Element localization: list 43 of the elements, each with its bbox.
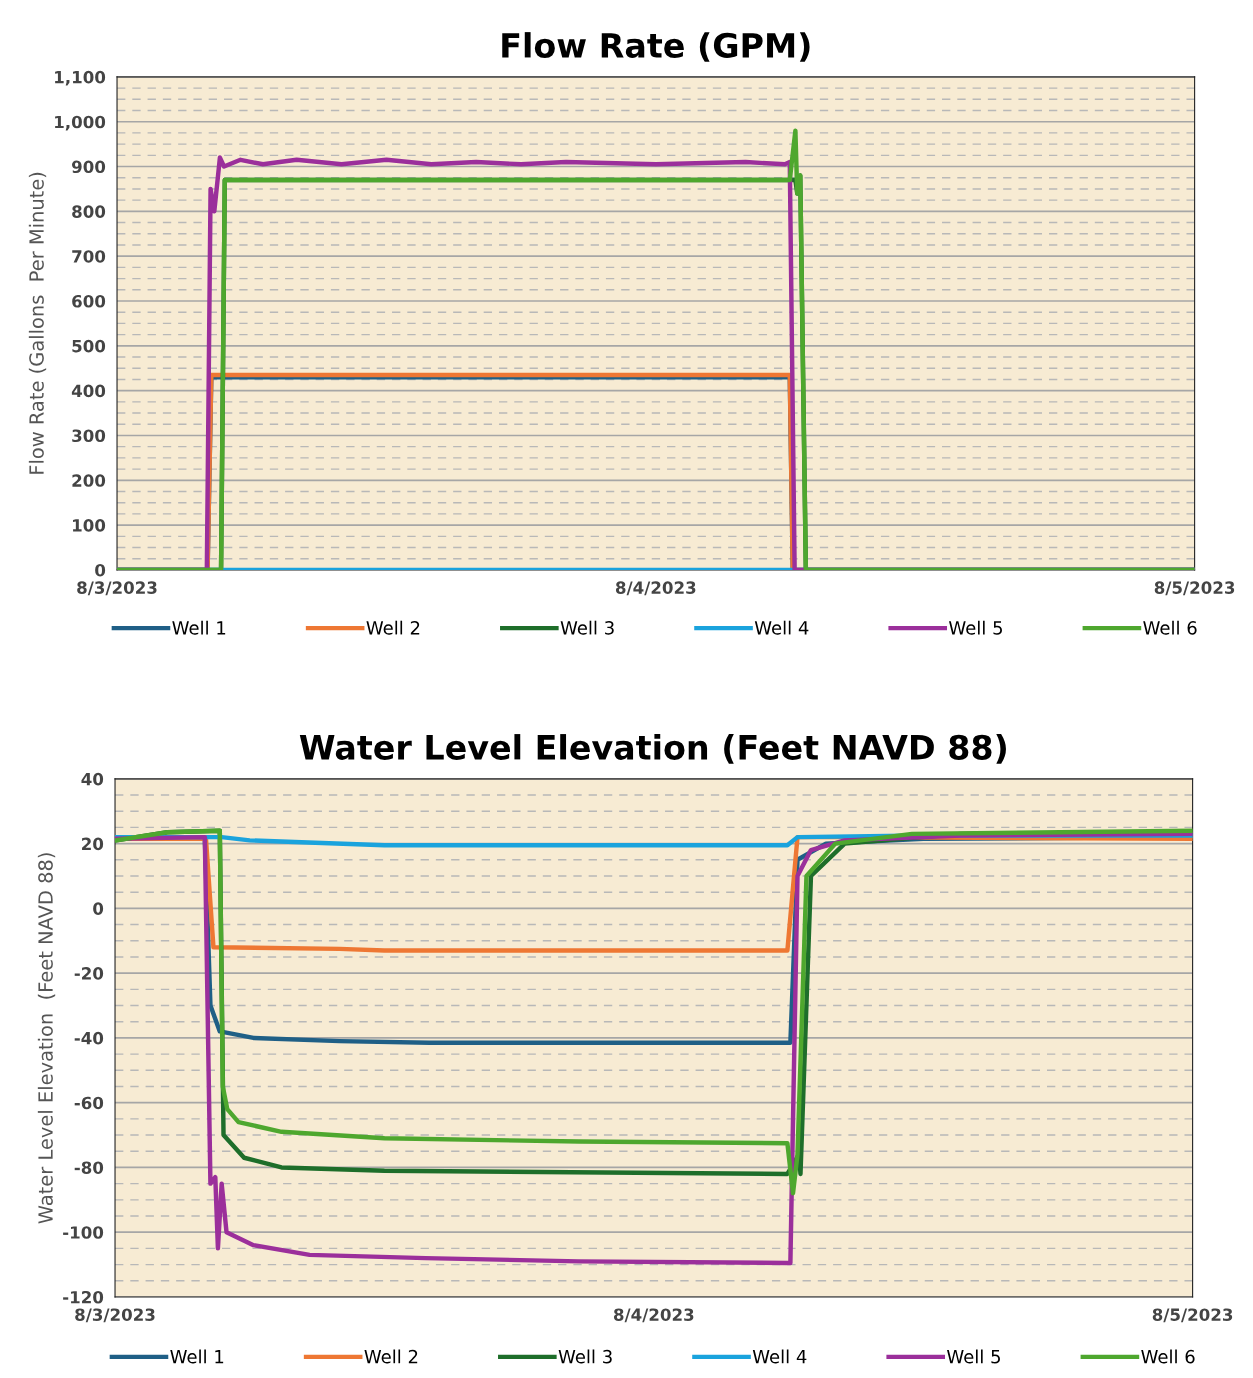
- y-tick-label: -60: [74, 1096, 104, 1110]
- legend-label: Well 1: [172, 620, 226, 635]
- legend-label: Well 5: [949, 620, 1002, 635]
- x-tick-label: 8/3/2023: [77, 581, 157, 596]
- y-tick-label: 600: [72, 294, 106, 308]
- y-tick-label: 40: [81, 772, 104, 786]
- legend-label: Well 4: [754, 620, 809, 635]
- x-tick-label: 8/4/2023: [615, 581, 696, 596]
- y-tick-label: 100: [73, 519, 106, 532]
- y-tick-label: 400: [71, 384, 106, 398]
- y-tick-label: 900: [71, 160, 106, 174]
- y-tick-label: 800: [72, 205, 106, 218]
- x-tick-label: 8/5/2023: [1152, 1308, 1233, 1323]
- y-tick-label: 1,000: [55, 115, 106, 131]
- legend-label: Well 5: [947, 1349, 1000, 1364]
- y-tick-label: -100: [63, 1226, 104, 1239]
- y-tick-label: -20: [74, 967, 104, 980]
- legend-label: Well 2: [366, 620, 420, 635]
- legend-label: Well 4: [752, 1349, 807, 1364]
- legend-label: Well 2: [364, 1349, 418, 1364]
- y-tick-label: 300: [72, 429, 106, 443]
- y-tick-label: -40: [74, 1031, 104, 1045]
- legend-label: Well 3: [558, 1349, 612, 1364]
- legend-label: Well 6: [1141, 1349, 1195, 1364]
- x-tick-label: 8/5/2023: [1154, 581, 1235, 596]
- y-tick-label: 700: [72, 250, 106, 263]
- x-tick-label: 8/4/2023: [613, 1308, 694, 1323]
- y-axis-title: Water Level Elevation (Feet NAVD 88): [37, 853, 56, 1224]
- chart-title: Water Level Elevation (Feet NAVD 88): [299, 734, 1006, 764]
- y-tick-label: -120: [63, 1290, 104, 1304]
- x-tick-label: 8/3/2023: [75, 1308, 155, 1323]
- legend-label: Well 1: [170, 1349, 224, 1364]
- y-tick-label: 0: [95, 563, 106, 577]
- y-tick-label: 20: [82, 837, 104, 851]
- y-tick-label: -80: [74, 1161, 104, 1175]
- y-tick-label: 200: [72, 474, 106, 487]
- y-tick-label: 500: [72, 339, 106, 353]
- chart-title: Flow Rate (GPM): [502, 32, 810, 62]
- y-tick-label: 0: [93, 902, 104, 915]
- legend-label: Well 6: [1143, 620, 1197, 635]
- y-tick-label: 1,100: [55, 70, 106, 86]
- legend-label: Well 3: [560, 620, 614, 635]
- y-axis-title: Flow Rate (Gallons Per Minute): [28, 172, 47, 474]
